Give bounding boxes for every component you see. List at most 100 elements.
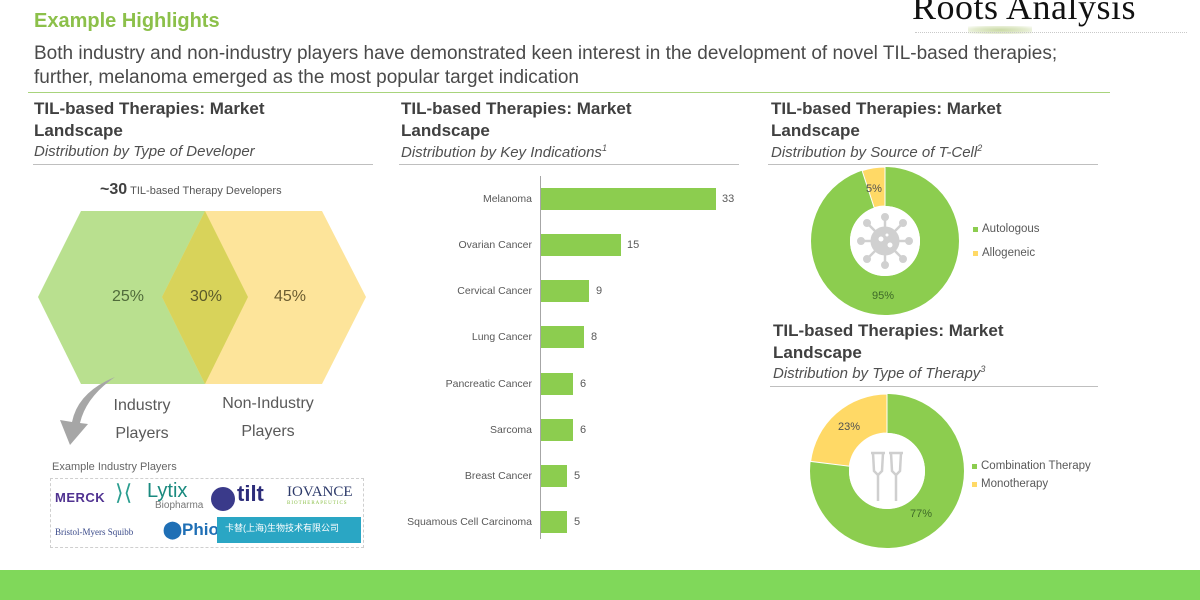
bar-value: 9 (596, 285, 603, 297)
industry-label: Industry Players (100, 397, 184, 443)
bar (541, 511, 567, 533)
overlap-region (162, 211, 248, 384)
label-line: Industry (113, 397, 171, 414)
tilt-logo-mark (211, 487, 235, 511)
bar (541, 234, 621, 256)
bar-row: Ovarian Cancer 15 (390, 234, 750, 258)
company-logo: Roots Analysis (912, 0, 1137, 27)
legend-item: Monotherapy (972, 475, 1091, 493)
page-subtitle: Both industry and non-industry players h… (34, 43, 1058, 88)
tcell-panel-subtitle: Distribution by Source of T-Cell2 (771, 143, 982, 161)
panel-divider (33, 164, 373, 165)
subtitle-text: Distribution by Type of Therapy (773, 365, 981, 382)
bar-category: Cervical Cancer (457, 285, 532, 297)
example-players-logos: MERCK ⟩⟨ Lytix Biopharma tilt IOVANCE BIOT… (50, 478, 364, 548)
venn-diagram (38, 211, 366, 445)
tcell-legend: Autologous Allogeneic (973, 220, 1040, 262)
title-line: Landscape (773, 343, 862, 362)
label-line: Non-Industry (222, 395, 314, 412)
bar-row: Lung Cancer 8 (390, 326, 750, 350)
footnote-marker: 1 (601, 143, 607, 153)
footer-band (0, 570, 1200, 600)
title-line: TIL-based Therapies: Market (771, 99, 1002, 118)
therapy-legend: Combination Therapy Monotherapy (972, 457, 1091, 493)
bar-row: Pancreatic Cancer 6 (390, 373, 750, 397)
panel-divider (768, 164, 1098, 165)
bar-category: Sarcoma (489, 424, 532, 436)
legend-item: Combination Therapy (972, 457, 1091, 475)
bar-value: 6 (580, 424, 587, 436)
legend-label: Autologous (982, 223, 1040, 235)
logo-roots-graphic (968, 26, 1032, 34)
footnote-marker: 2 (977, 143, 983, 153)
merck-logo: MERCK (55, 490, 106, 505)
subtitle-text: Distribution by Source of T-Cell (771, 144, 978, 161)
bar-chart-axis (540, 176, 541, 539)
bar-category: Breast Cancer (464, 470, 532, 482)
bar-value: 15 (627, 239, 640, 251)
tilt-logo: tilt (237, 481, 264, 506)
bar (541, 326, 584, 348)
lytix-logo-mark: ⟩⟨ (115, 480, 133, 505)
legend-swatch (972, 463, 977, 469)
header-divider (28, 92, 1110, 93)
therapy-donut-chart (810, 393, 964, 548)
combination-therapy-pct: 77% (910, 508, 933, 520)
logo-tagline (915, 32, 1187, 35)
bar-row: Breast Cancer 5 (390, 465, 750, 489)
subtitle-text: Distribution by Key Indications (401, 144, 602, 161)
bar-row: Sarcoma 6 (390, 419, 750, 443)
title-line: TIL-based Therapies: Market (773, 321, 1004, 340)
lytix-logo: Lytix Biopharma (147, 480, 204, 511)
developer-panel-title: TIL-based Therapies: Market Landscape (34, 98, 265, 142)
footnote-marker: 3 (980, 364, 986, 374)
legend-label: Allogeneic (982, 247, 1036, 259)
title-line: TIL-based Therapies: Market (34, 99, 265, 118)
page-title: Example Highlights (34, 10, 220, 32)
label-line: Players (241, 423, 295, 440)
indications-panel-title: TIL-based Therapies: Market Landscape (401, 98, 632, 142)
bar (541, 419, 573, 441)
bar (541, 465, 567, 487)
non-industry-pct: 45% (273, 288, 307, 305)
non-industry-label: Non-Industry Players (210, 395, 326, 441)
autologous-pct: 95% (872, 290, 895, 302)
legend-label: Monotherapy (981, 478, 1049, 490)
crutches-icon (871, 451, 903, 501)
legend-label: Combination Therapy (981, 460, 1091, 472)
bar-row: Squamous Cell Carcinoma 5 (390, 511, 750, 535)
bar (541, 188, 716, 210)
indications-panel-subtitle: Distribution by Key Indications1 (401, 143, 607, 161)
legend-item: Allogeneic (973, 244, 1040, 262)
developer-panel-subtitle: Distribution by Type of Developer (34, 143, 255, 160)
virus-icon (857, 213, 913, 269)
curved-arrow-icon (60, 377, 115, 445)
bar-row: Melanoma 33 (390, 188, 750, 212)
bar-value: 6 (580, 378, 587, 390)
legend-item: Autologous (973, 220, 1040, 238)
legend-swatch (973, 226, 978, 232)
legend-swatch (973, 250, 978, 256)
bar-category: Lung Cancer (471, 331, 532, 343)
overlap-pct: 30% (189, 288, 223, 305)
bar-value: 33 (722, 193, 735, 205)
therapy-panel-title: TIL-based Therapies: Market Landscape (773, 320, 1004, 364)
legend-swatch (972, 481, 977, 487)
title-line: Landscape (34, 121, 123, 140)
title-line: Landscape (401, 121, 490, 140)
tcell-panel-title: TIL-based Therapies: Market Landscape (771, 98, 1002, 142)
bar-value: 5 (574, 470, 581, 482)
title-line: Landscape (771, 121, 860, 140)
developer-count: ~30 (100, 181, 128, 198)
title-line: TIL-based Therapies: Market (401, 99, 632, 118)
industry-pct: 25% (111, 288, 145, 305)
bar-row: Cervical Cancer 9 (390, 280, 750, 304)
monotherapy-pct: 23% (838, 421, 861, 433)
label-line: Players (115, 425, 169, 442)
developer-count-label: TIL-based Therapy Developers (130, 185, 282, 197)
bar (541, 373, 573, 395)
panel-divider (399, 164, 739, 165)
iovance-logo: IOVANCE BIOTHERAPEUTICS (287, 484, 353, 507)
bar-value: 5 (574, 516, 581, 528)
bar-value: 8 (591, 331, 598, 343)
